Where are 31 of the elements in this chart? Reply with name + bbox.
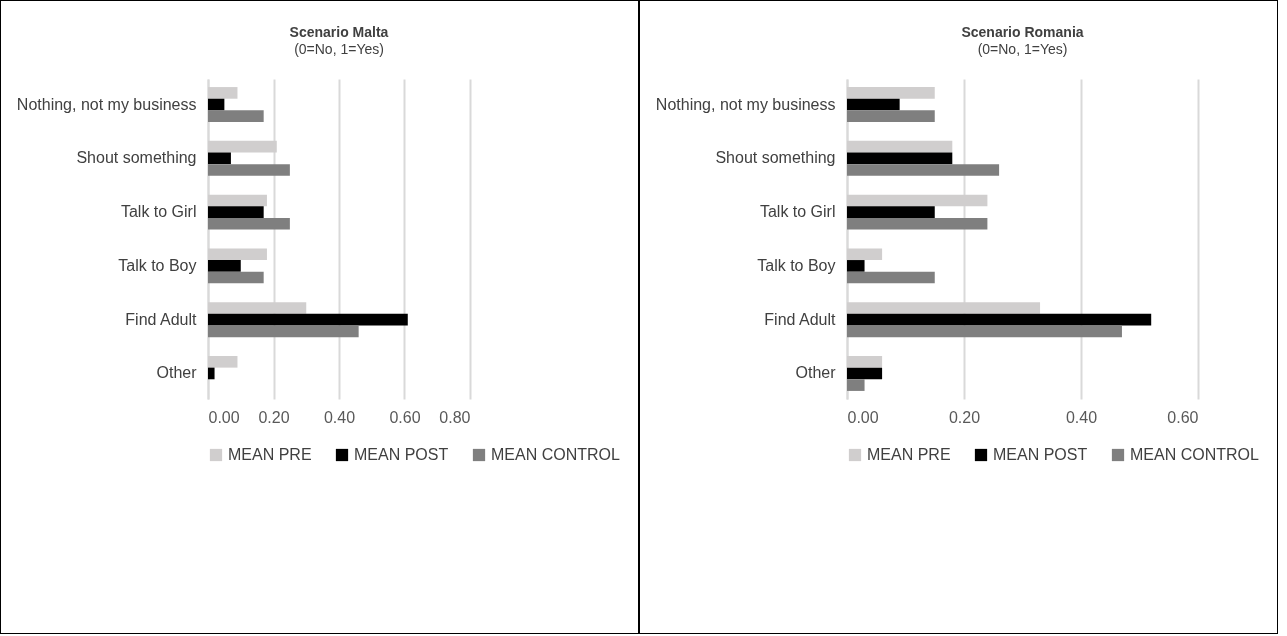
y-tick-label: Talk to Boy bbox=[757, 256, 836, 274]
x-tick-label: 0.60 bbox=[389, 408, 421, 426]
y-tick-label: Find Adult bbox=[125, 310, 198, 328]
x-tick-label: 0.00 bbox=[208, 408, 240, 426]
y-tick-label: Find Adult bbox=[764, 310, 837, 328]
chart-subtitle: (0=No, 1=Yes) bbox=[294, 41, 384, 57]
x-tick-label: 0.20 bbox=[948, 408, 981, 426]
legend-label: MEAN CONTROL bbox=[1130, 446, 1259, 463]
y-tick-label: Nothing, not my business bbox=[655, 95, 836, 113]
x-tick-label: 0.60 bbox=[1167, 408, 1199, 426]
x-tick-label: 0.20 bbox=[258, 408, 290, 426]
legend-label: MEAN POST bbox=[354, 446, 449, 463]
x-tick-label: 0.40 bbox=[323, 408, 356, 426]
y-tick-label: Talk to Girl bbox=[759, 203, 836, 221]
x-tick-label: 0.00 bbox=[847, 408, 879, 426]
legend-label: MEAN POST bbox=[993, 446, 1088, 463]
y-tick-label: Talk to Boy bbox=[118, 256, 197, 274]
legend-label: MEAN PRE bbox=[228, 446, 312, 463]
y-tick-label: Shout something bbox=[76, 149, 197, 167]
y-tick-label: Nothing, not my business bbox=[16, 95, 197, 113]
legend-label: MEAN CONTROL bbox=[491, 446, 620, 463]
chart-subtitle: (0=No, 1=Yes) bbox=[977, 41, 1068, 57]
y-tick-label: Talk to Girl bbox=[120, 203, 197, 221]
y-tick-label: Shout something bbox=[715, 149, 836, 167]
chart-title: Scenario Romania bbox=[961, 24, 1084, 40]
y-tick-label: Other bbox=[156, 364, 198, 382]
x-tick-label: 0.80 bbox=[439, 408, 471, 426]
legend-label: MEAN PRE bbox=[867, 446, 951, 463]
x-tick-label: 0.40 bbox=[1065, 408, 1098, 426]
chart-title: Scenario Malta bbox=[289, 24, 389, 40]
y-tick-label: Other bbox=[795, 364, 837, 382]
